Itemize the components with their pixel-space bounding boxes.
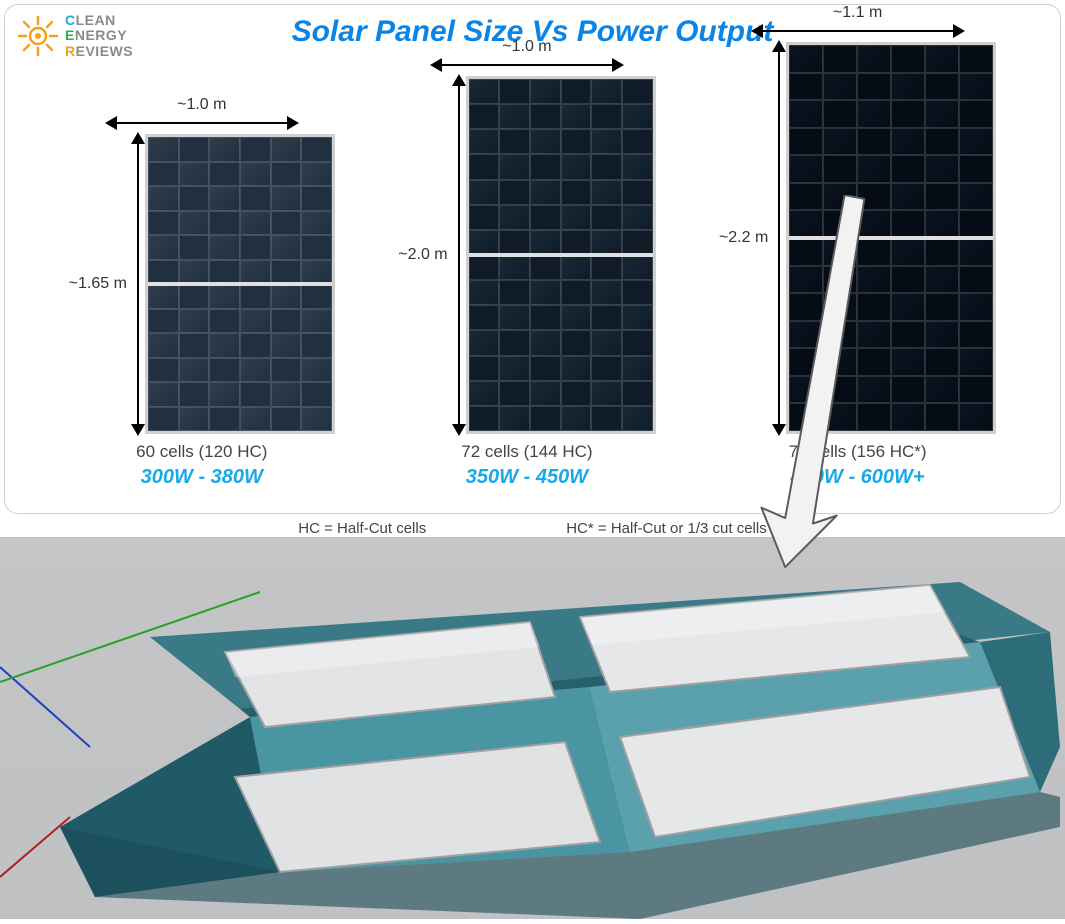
height-label: ~1.65 m (69, 275, 127, 293)
roof-3d-scene (0, 537, 1065, 919)
width-arrow (107, 116, 297, 130)
footnote-hc-star: HC* = Half-Cut or 1/3 cut cells (566, 520, 767, 537)
power-label: 300W - 380W (141, 466, 263, 489)
footnote-hc: HC = Half-Cut cells (298, 520, 426, 537)
panels-row: ~1.0 m ~1.65 m 60 cells (120 HC) 300W - 380… (17, 49, 1048, 489)
power-label: 450W - 600W+ (791, 466, 925, 489)
width-label: ~1.0 m (502, 38, 551, 56)
comparison-card: CLEAN ENERGY REVIEWS Solar Panel Size Vs… (4, 4, 1061, 514)
solar-panel-2 (786, 42, 996, 434)
height-arrow (452, 76, 466, 434)
width-arrow (753, 24, 963, 38)
height-arrow (772, 42, 786, 434)
panel-col-2: ~1.1 m ~2.2 m 78 cells (156 HC*) 450W - 600… (719, 4, 996, 489)
axis-blue (0, 667, 90, 747)
footnotes: HC = Half-Cut cells HC* = Half-Cut or 1/… (0, 520, 1065, 537)
width-arrow (432, 58, 622, 72)
brand-logo: CLEAN ENERGY REVIEWS (17, 13, 133, 59)
solar-panel-1 (466, 76, 656, 434)
height-arrow (131, 134, 145, 434)
width-label: ~1.1 m (833, 4, 882, 22)
sun-icon (17, 15, 59, 57)
panel-col-1: ~1.0 m ~2.0 m 72 cells (144 HC) 350W - 450W (398, 38, 655, 489)
solar-panel-0 (145, 134, 335, 434)
axis-red (0, 817, 70, 877)
roof-svg (0, 537, 1065, 919)
cells-label: 72 cells (144 HC) (461, 442, 592, 462)
height-label: ~2.0 m (398, 246, 447, 264)
height-label: ~2.2 m (719, 229, 768, 247)
width-label: ~1.0 m (177, 96, 226, 114)
brand-text: CLEAN ENERGY REVIEWS (65, 13, 133, 59)
cells-label: 78 cells (156 HC*) (789, 442, 927, 462)
panel-col-0: ~1.0 m ~1.65 m 60 cells (120 HC) 300W - 380… (69, 96, 335, 489)
power-label: 350W - 450W (466, 466, 588, 489)
cells-label: 60 cells (120 HC) (136, 442, 267, 462)
